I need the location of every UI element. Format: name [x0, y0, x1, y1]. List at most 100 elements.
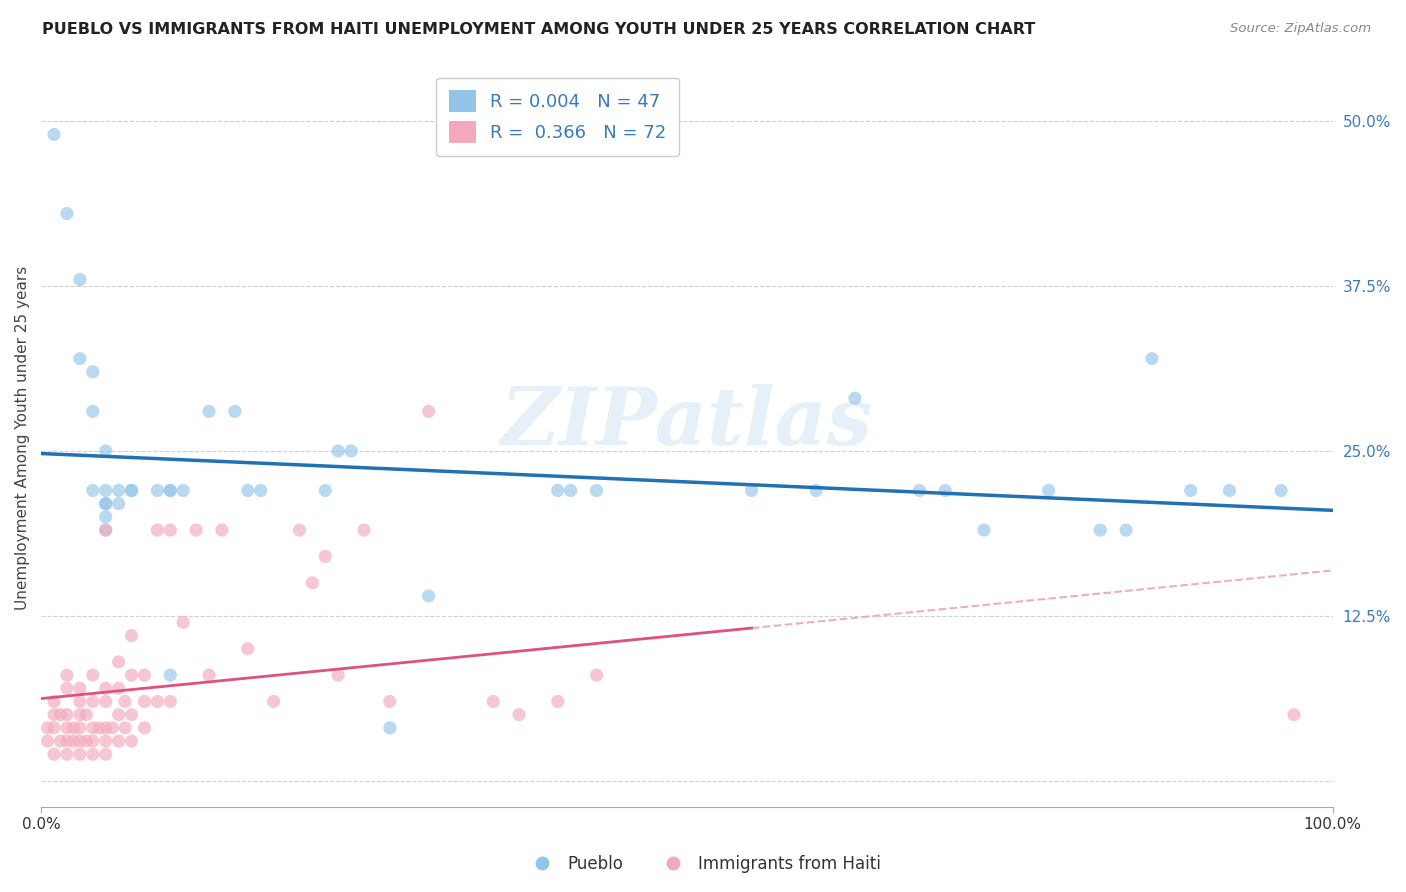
Point: [1270, 483, 1292, 498]
Point: [172, 483, 194, 498]
Point: [114, 721, 136, 735]
Point: [314, 483, 336, 498]
Point: [69, 734, 91, 748]
Point: [146, 523, 169, 537]
Point: [82, 721, 104, 735]
Point: [82, 668, 104, 682]
Point: [94, 694, 117, 708]
Point: [89, 721, 111, 735]
Point: [288, 523, 311, 537]
Legend: Pueblo, Immigrants from Haiti: Pueblo, Immigrants from Haiti: [519, 848, 887, 880]
Point: [482, 694, 505, 708]
Point: [908, 483, 931, 498]
Point: [82, 694, 104, 708]
Point: [69, 351, 91, 366]
Point: [134, 721, 156, 735]
Point: [107, 483, 129, 498]
Point: [121, 668, 143, 682]
Point: [107, 681, 129, 696]
Point: [62, 734, 84, 748]
Point: [585, 668, 607, 682]
Text: ZIPatlas: ZIPatlas: [501, 384, 873, 462]
Point: [94, 734, 117, 748]
Point: [585, 483, 607, 498]
Point: [973, 523, 995, 537]
Point: [301, 575, 323, 590]
Point: [94, 747, 117, 762]
Point: [198, 668, 221, 682]
Point: [184, 523, 207, 537]
Point: [69, 272, 91, 286]
Point: [107, 497, 129, 511]
Point: [172, 615, 194, 630]
Point: [159, 523, 181, 537]
Point: [146, 694, 169, 708]
Point: [69, 694, 91, 708]
Point: [547, 694, 569, 708]
Point: [314, 549, 336, 564]
Point: [146, 483, 169, 498]
Point: [56, 681, 79, 696]
Point: [42, 128, 65, 142]
Point: [159, 694, 181, 708]
Point: [56, 668, 79, 682]
Point: [804, 483, 827, 498]
Point: [94, 497, 117, 511]
Point: [159, 483, 181, 498]
Point: [107, 655, 129, 669]
Point: [69, 681, 91, 696]
Point: [378, 721, 401, 735]
Point: [82, 404, 104, 418]
Point: [1115, 523, 1137, 537]
Point: [94, 523, 117, 537]
Point: [37, 721, 59, 735]
Point: [42, 747, 65, 762]
Point: [1038, 483, 1060, 498]
Point: [121, 483, 143, 498]
Point: [107, 707, 129, 722]
Point: [560, 483, 582, 498]
Point: [1180, 483, 1202, 498]
Point: [263, 694, 285, 708]
Point: [69, 747, 91, 762]
Point: [56, 734, 79, 748]
Point: [82, 734, 104, 748]
Point: [69, 721, 91, 735]
Point: [1282, 707, 1305, 722]
Point: [82, 483, 104, 498]
Point: [56, 721, 79, 735]
Point: [159, 483, 181, 498]
Point: [75, 707, 97, 722]
Point: [69, 707, 91, 722]
Point: [198, 404, 221, 418]
Text: PUEBLO VS IMMIGRANTS FROM HAITI UNEMPLOYMENT AMONG YOUTH UNDER 25 YEARS CORRELAT: PUEBLO VS IMMIGRANTS FROM HAITI UNEMPLOY…: [42, 22, 1035, 37]
Point: [121, 629, 143, 643]
Point: [82, 365, 104, 379]
Point: [134, 668, 156, 682]
Point: [94, 523, 117, 537]
Point: [121, 707, 143, 722]
Point: [42, 694, 65, 708]
Point: [340, 444, 363, 458]
Point: [75, 734, 97, 748]
Point: [378, 694, 401, 708]
Point: [211, 523, 233, 537]
Point: [353, 523, 375, 537]
Point: [249, 483, 271, 498]
Point: [49, 734, 72, 748]
Legend: R = 0.004   N = 47, R =  0.366   N = 72: R = 0.004 N = 47, R = 0.366 N = 72: [436, 78, 679, 156]
Point: [236, 641, 259, 656]
Point: [224, 404, 246, 418]
Point: [418, 589, 440, 603]
Point: [56, 206, 79, 220]
Point: [94, 483, 117, 498]
Point: [56, 707, 79, 722]
Point: [1140, 351, 1163, 366]
Text: Source: ZipAtlas.com: Source: ZipAtlas.com: [1230, 22, 1371, 36]
Point: [159, 668, 181, 682]
Point: [236, 483, 259, 498]
Point: [328, 444, 350, 458]
Point: [94, 721, 117, 735]
Point: [94, 681, 117, 696]
Point: [328, 668, 350, 682]
